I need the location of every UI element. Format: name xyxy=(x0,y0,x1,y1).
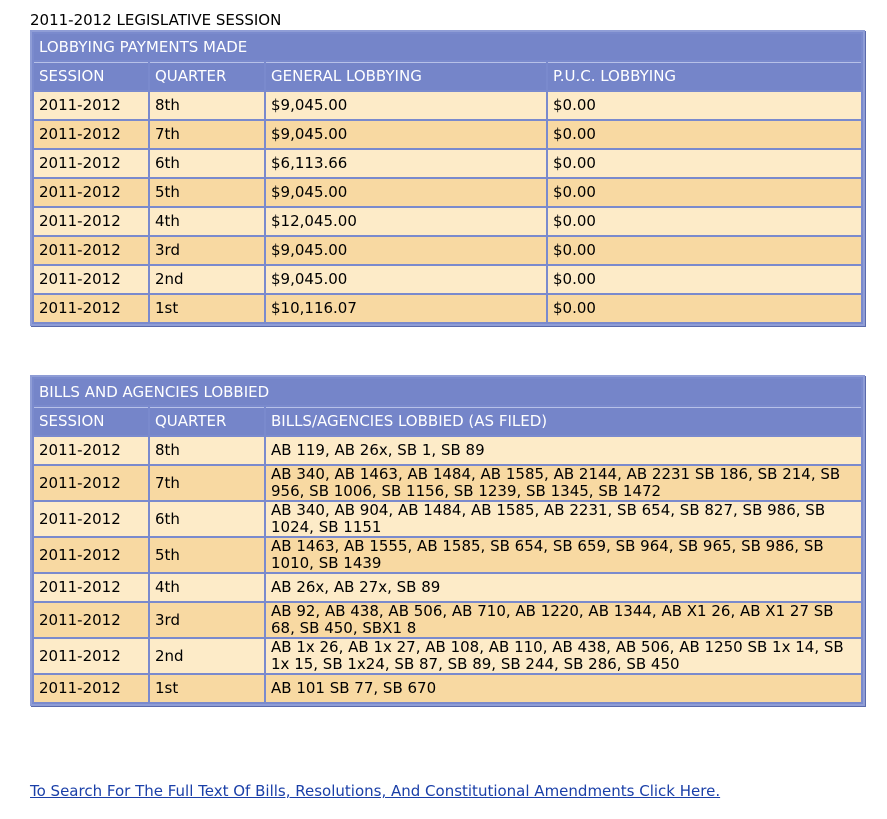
table-cell: $0.00 xyxy=(548,150,861,177)
table-cell: 2nd xyxy=(150,639,264,673)
table-row: 2011-2012 1st AB 101 SB 77, SB 670 xyxy=(34,675,861,702)
table-row: 2011-2012 6th $6,113.66 $0.00 xyxy=(34,150,861,177)
header-row: SESSION QUARTER BILLS/AGENCIES LOBBIED (AS… xyxy=(34,407,861,435)
table-cell: $10,116.07 xyxy=(266,295,546,322)
table-row: 2011-2012 8th AB 119, AB 26x, SB 1, SB 89 xyxy=(34,437,861,464)
title-row: LOBBYING PAYMENTS MADE xyxy=(34,34,861,60)
table-row: 2011-2012 7th AB 340, AB 1463, AB 1484, AB… xyxy=(34,466,861,500)
table-cell: $12,045.00 xyxy=(266,208,546,235)
table-cell: AB 119, AB 26x, SB 1, SB 89 xyxy=(266,437,861,464)
table-title: LOBBYING PAYMENTS MADE xyxy=(34,34,861,60)
payments-table: LOBBYING PAYMENTS MADE SESSION QUARTER GENE… xyxy=(30,30,865,326)
table-cell: $6,113.66 xyxy=(266,150,546,177)
table-cell: $9,045.00 xyxy=(266,179,546,206)
table-cell: $0.00 xyxy=(548,266,861,293)
table-cell: 3rd xyxy=(150,237,264,264)
table-cell: $0.00 xyxy=(548,208,861,235)
column-header: SESSION xyxy=(34,62,148,90)
column-header: QUARTER xyxy=(150,62,264,90)
column-header: QUARTER xyxy=(150,407,264,435)
table-cell: 2011-2012 xyxy=(34,538,148,572)
table-row: 2011-2012 1st $10,116.07 $0.00 xyxy=(34,295,861,322)
table-row: 2011-2012 6th AB 340, AB 904, AB 1484, AB … xyxy=(34,502,861,536)
table-cell: $0.00 xyxy=(548,295,861,322)
table-row: 2011-2012 7th $9,045.00 $0.00 xyxy=(34,121,861,148)
table-cell: 2011-2012 xyxy=(34,437,148,464)
search-link[interactable]: To Search For The Full Text Of Bills, Re… xyxy=(30,782,721,800)
table-cell: 2011-2012 xyxy=(34,150,148,177)
column-header: SESSION xyxy=(34,407,148,435)
table-row: 2011-2012 2nd $9,045.00 $0.00 xyxy=(34,266,861,293)
column-header: P.U.C. LOBBYING xyxy=(548,62,861,90)
table-cell: 2011-2012 xyxy=(34,121,148,148)
table-cell: 2011-2012 xyxy=(34,237,148,264)
table-cell: $0.00 xyxy=(548,179,861,206)
table-cell: $9,045.00 xyxy=(266,92,546,119)
table-cell: 8th xyxy=(150,92,264,119)
column-header: BILLS/AGENCIES LOBBIED (AS FILED) xyxy=(266,407,861,435)
table-row: 2011-2012 5th AB 1463, AB 1555, AB 1585, S… xyxy=(34,538,861,572)
table-cell: AB 1463, AB 1555, AB 1585, SB 654, SB 65… xyxy=(266,538,861,572)
table-cell: 4th xyxy=(150,574,264,601)
table-row: 2011-2012 5th $9,045.00 $0.00 xyxy=(34,179,861,206)
table-cell: 2011-2012 xyxy=(34,466,148,500)
table-cell: 7th xyxy=(150,121,264,148)
table-cell: 2011-2012 xyxy=(34,92,148,119)
bills-table: BILLS AND AGENCIES LOBBIED SESSION QUARTER… xyxy=(30,375,865,706)
table-cell: AB 101 SB 77, SB 670 xyxy=(266,675,861,702)
table-row: 2011-2012 8th $9,045.00 $0.00 xyxy=(34,92,861,119)
table-cell: 1st xyxy=(150,295,264,322)
table-cell: AB 340, AB 1463, AB 1484, AB 1585, AB 21… xyxy=(266,466,861,500)
table-cell: AB 92, AB 438, AB 506, AB 710, AB 1220, … xyxy=(266,603,861,637)
table-cell: AB 26x, AB 27x, SB 89 xyxy=(266,574,861,601)
table-cell: 2011-2012 xyxy=(34,208,148,235)
table-cell: 3rd xyxy=(150,603,264,637)
table-title: BILLS AND AGENCIES LOBBIED xyxy=(34,379,861,405)
header-row: SESSION QUARTER GENERAL LOBBYING P.U.C. LOB… xyxy=(34,62,861,90)
table-cell: 7th xyxy=(150,466,264,500)
table-cell: 2011-2012 xyxy=(34,502,148,536)
table-cell: 8th xyxy=(150,437,264,464)
table-row: 2011-2012 3rd AB 92, AB 438, AB 506, AB 71… xyxy=(34,603,861,637)
table-cell: 6th xyxy=(150,502,264,536)
table-cell: 2011-2012 xyxy=(34,295,148,322)
table-cell: 2011-2012 xyxy=(34,603,148,637)
table-cell: 2nd xyxy=(150,266,264,293)
table-cell: 5th xyxy=(150,179,264,206)
table-cell: $9,045.00 xyxy=(266,266,546,293)
table-cell: $9,045.00 xyxy=(266,237,546,264)
title-row: BILLS AND AGENCIES LOBBIED xyxy=(34,379,861,405)
table-row: 2011-2012 3rd $9,045.00 $0.00 xyxy=(34,237,861,264)
table-cell: 2011-2012 xyxy=(34,574,148,601)
table-cell: $0.00 xyxy=(548,92,861,119)
table-row: 2011-2012 4th $12,045.00 $0.00 xyxy=(34,208,861,235)
table-cell: $0.00 xyxy=(548,237,861,264)
page-title: 2011-2012 LEGISLATIVE SESSION xyxy=(30,11,282,29)
table-cell: AB 1x 26, AB 1x 27, AB 108, AB 110, AB 4… xyxy=(266,639,861,673)
column-header: GENERAL LOBBYING xyxy=(266,62,546,90)
table-row: 2011-2012 4th AB 26x, AB 27x, SB 89 xyxy=(34,574,861,601)
table-cell: 2011-2012 xyxy=(34,675,148,702)
table-cell: 2011-2012 xyxy=(34,639,148,673)
table-cell: 5th xyxy=(150,538,264,572)
table-cell: $0.00 xyxy=(548,121,861,148)
table-cell: 2011-2012 xyxy=(34,266,148,293)
table-cell: $9,045.00 xyxy=(266,121,546,148)
table-cell: 2011-2012 xyxy=(34,179,148,206)
table-cell: AB 340, AB 904, AB 1484, AB 1585, AB 223… xyxy=(266,502,861,536)
table-cell: 1st xyxy=(150,675,264,702)
table-cell: 4th xyxy=(150,208,264,235)
table-cell: 6th xyxy=(150,150,264,177)
table-row: 2011-2012 2nd AB 1x 26, AB 1x 27, AB 108, … xyxy=(34,639,861,673)
